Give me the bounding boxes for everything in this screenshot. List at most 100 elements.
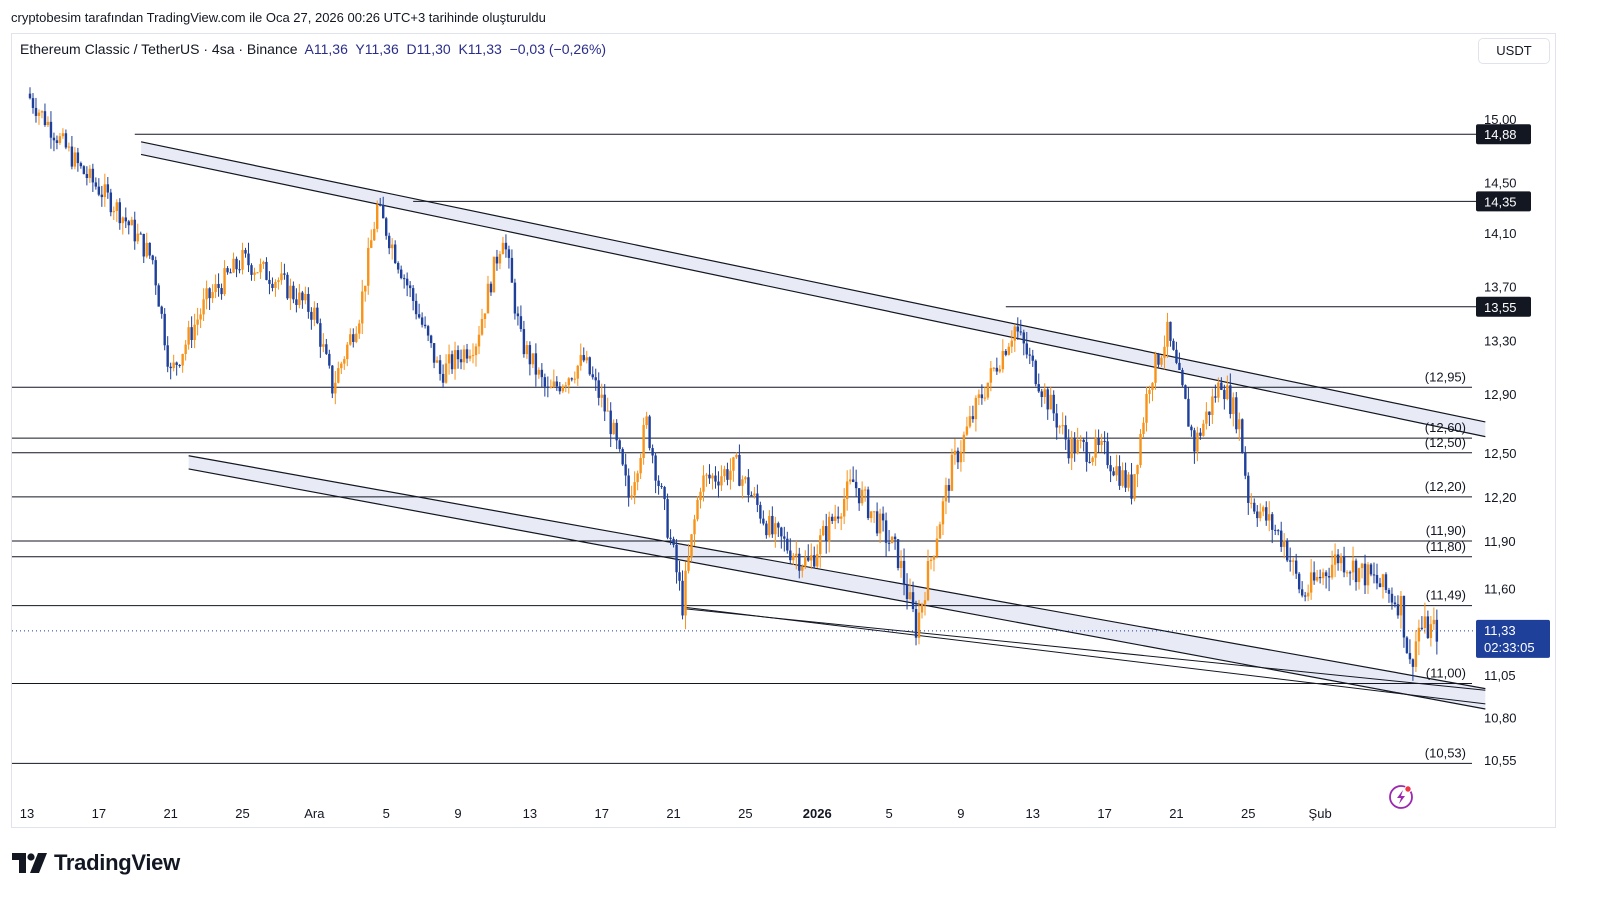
candle[interactable] [1097,429,1100,453]
candle[interactable] [1073,432,1076,462]
candle[interactable] [190,316,193,348]
candle[interactable] [97,178,101,197]
candle[interactable] [896,539,900,571]
candle[interactable] [402,274,406,289]
candle[interactable] [61,128,65,139]
candle[interactable] [1321,568,1325,586]
candle[interactable] [453,341,457,380]
candle[interactable] [420,312,424,328]
candle[interactable] [699,487,702,509]
candle[interactable] [1109,455,1112,483]
candle[interactable] [46,116,50,128]
candle[interactable] [169,362,172,380]
candle[interactable] [525,340,529,359]
wedge-line[interactable] [684,606,1486,705]
wedge-line[interactable] [684,608,1486,691]
candle[interactable] [1031,349,1034,367]
candle[interactable] [325,338,328,355]
candle[interactable] [471,343,475,364]
candle[interactable] [70,135,74,170]
candle[interactable] [1214,384,1217,403]
candle[interactable] [1274,524,1277,536]
candle[interactable] [250,263,253,281]
candle[interactable] [1079,435,1082,449]
candle[interactable] [379,197,382,207]
candle[interactable] [88,165,92,183]
candle[interactable] [163,308,166,351]
candle[interactable] [235,256,238,278]
candle[interactable] [519,305,523,332]
candle[interactable] [834,504,837,530]
candle[interactable] [1193,427,1196,464]
candle[interactable] [540,363,544,387]
candle[interactable] [1046,387,1049,420]
candle[interactable] [1312,561,1316,585]
candle[interactable] [714,466,717,489]
candle[interactable] [148,242,151,259]
candle[interactable] [756,484,759,513]
candle[interactable] [187,320,190,350]
candle[interactable] [887,530,891,552]
candle[interactable] [920,602,924,619]
candle[interactable] [483,313,487,328]
candle[interactable] [998,365,1002,374]
candle[interactable] [561,384,565,394]
candle[interactable] [1049,386,1052,410]
candle[interactable] [678,560,681,591]
candle[interactable] [1004,349,1008,357]
candle[interactable] [52,132,56,152]
candle[interactable] [1022,329,1025,356]
candle[interactable] [914,600,918,646]
candle[interactable] [199,308,202,329]
candle[interactable] [337,361,340,384]
candle[interactable] [1372,562,1376,584]
candle[interactable] [352,328,355,348]
candle[interactable] [1417,619,1421,656]
candle[interactable] [1160,355,1163,368]
candle[interactable] [863,486,867,502]
candle[interactable] [911,581,915,613]
candle[interactable] [606,397,609,412]
candle[interactable] [328,349,331,369]
candle[interactable] [408,281,412,298]
candle[interactable] [1253,498,1256,515]
candle[interactable] [564,381,567,393]
candle[interactable] [585,350,588,364]
candle[interactable] [711,473,714,490]
candle[interactable] [178,364,181,368]
candle[interactable] [1280,521,1283,552]
candle[interactable] [1055,403,1058,440]
candle[interactable] [160,305,163,319]
candle[interactable] [1268,501,1271,532]
candle[interactable] [1250,493,1253,509]
candle[interactable] [681,570,684,620]
candle[interactable] [1408,639,1412,664]
candle[interactable] [627,468,630,507]
candle[interactable] [1103,431,1106,455]
candle[interactable] [1423,602,1427,634]
candle[interactable] [139,231,142,235]
candle[interactable] [181,353,184,373]
candle[interactable] [477,325,481,355]
candle[interactable] [358,319,361,339]
candle[interactable] [603,384,606,422]
candle[interactable] [283,263,286,280]
candle[interactable] [202,288,205,321]
candle[interactable] [633,471,636,505]
candle[interactable] [696,496,699,522]
candle[interactable] [370,229,373,249]
candle[interactable] [154,256,157,295]
candle[interactable] [1363,554,1367,594]
candle[interactable] [1283,533,1286,559]
candle[interactable] [1384,572,1388,593]
candle[interactable] [37,109,41,125]
candle[interactable] [361,279,364,335]
candle[interactable] [396,261,400,274]
candle[interactable] [468,349,472,362]
candle[interactable] [1040,388,1043,408]
candle[interactable] [941,497,945,536]
candle[interactable] [127,219,130,235]
candle[interactable] [777,521,780,537]
candle[interactable] [1043,383,1046,404]
candle[interactable] [825,513,828,554]
